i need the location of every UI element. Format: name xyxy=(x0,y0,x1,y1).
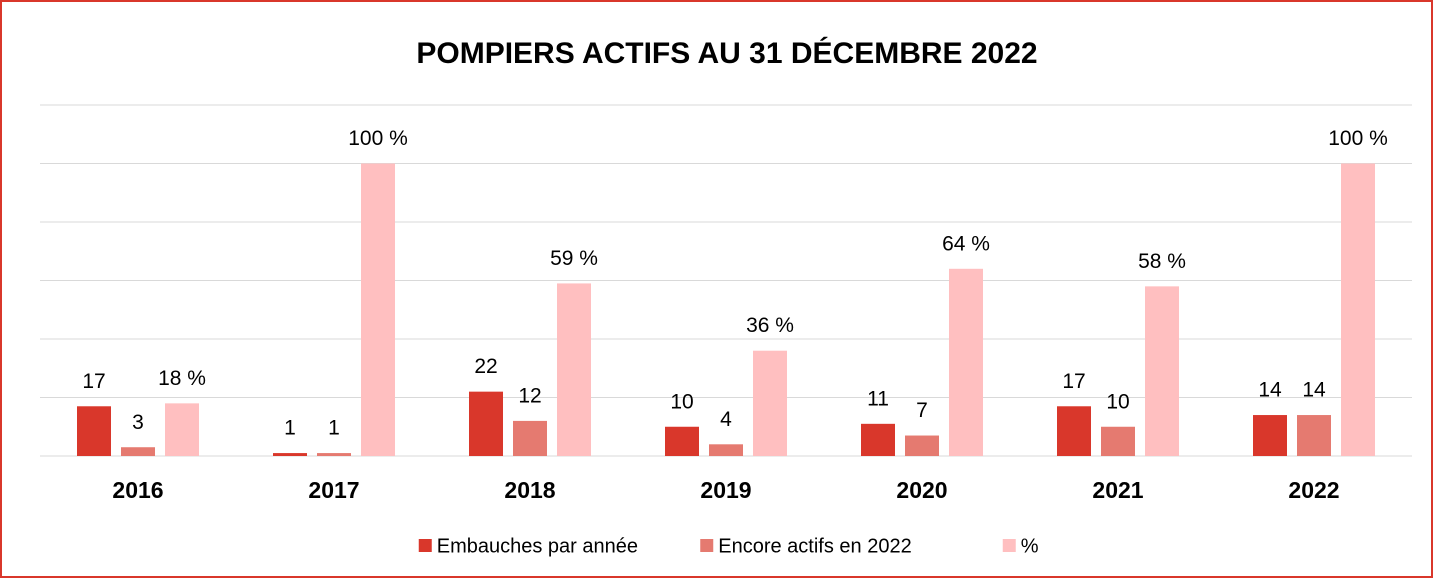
x-tick-label: 2018 xyxy=(504,477,555,503)
legend-swatch xyxy=(700,539,714,552)
data-label: 3 xyxy=(132,411,144,434)
data-label: 17 xyxy=(82,370,105,393)
bar xyxy=(361,163,395,456)
data-label: 10 xyxy=(1106,390,1129,413)
data-label: 36 % xyxy=(746,314,794,337)
legend-label: Encore actifs en 2022 xyxy=(718,535,911,557)
data-label: 1 xyxy=(328,417,340,440)
bar xyxy=(665,426,699,456)
bar xyxy=(709,444,743,456)
legend-label: Embauches par année xyxy=(437,535,638,557)
bar xyxy=(469,391,503,456)
data-label: 12 xyxy=(518,384,541,407)
bar xyxy=(1341,163,1375,456)
data-label: 14 xyxy=(1258,379,1282,402)
bar xyxy=(77,406,111,456)
bar xyxy=(513,420,547,456)
bar xyxy=(1145,286,1179,456)
bar xyxy=(1297,415,1331,456)
x-tick-label: 2020 xyxy=(896,477,947,503)
data-label: 4 xyxy=(720,408,732,431)
bar xyxy=(165,403,199,456)
data-label: 17 xyxy=(1062,370,1085,393)
bar xyxy=(273,453,307,456)
bar xyxy=(557,283,591,456)
bar xyxy=(753,350,787,456)
bar xyxy=(905,435,939,456)
data-label: 100 % xyxy=(1328,127,1388,150)
x-tick-label: 2022 xyxy=(1288,477,1339,503)
x-tick-label: 2021 xyxy=(1092,477,1143,503)
data-label: 10 xyxy=(670,390,693,413)
data-label: 18 % xyxy=(158,367,206,390)
bar xyxy=(1057,406,1091,456)
x-tick-label: 2016 xyxy=(112,477,163,503)
data-label: 7 xyxy=(916,399,928,422)
data-label: 64 % xyxy=(942,232,990,255)
x-tick-label: 2017 xyxy=(308,477,359,503)
data-label: 100 % xyxy=(348,127,408,150)
data-label: 1 xyxy=(284,417,296,440)
x-tick-label: 2019 xyxy=(700,477,751,503)
bar xyxy=(1101,426,1135,456)
data-label: 22 xyxy=(474,355,497,378)
bar xyxy=(861,423,895,456)
bar xyxy=(317,453,351,456)
bar xyxy=(949,268,983,456)
legend-label: % xyxy=(1021,535,1039,557)
bar xyxy=(121,447,155,456)
data-label: 58 % xyxy=(1138,250,1186,273)
bar xyxy=(1253,415,1287,456)
chart-title: POMPIERS ACTIFS AU 31 DÉCEMBRE 2022 xyxy=(416,36,1037,70)
data-label: 11 xyxy=(867,387,889,410)
legend-swatch xyxy=(418,539,432,552)
data-label: 14 xyxy=(1302,379,1326,402)
data-label: 59 % xyxy=(550,247,598,270)
legend-swatch xyxy=(1002,539,1016,552)
